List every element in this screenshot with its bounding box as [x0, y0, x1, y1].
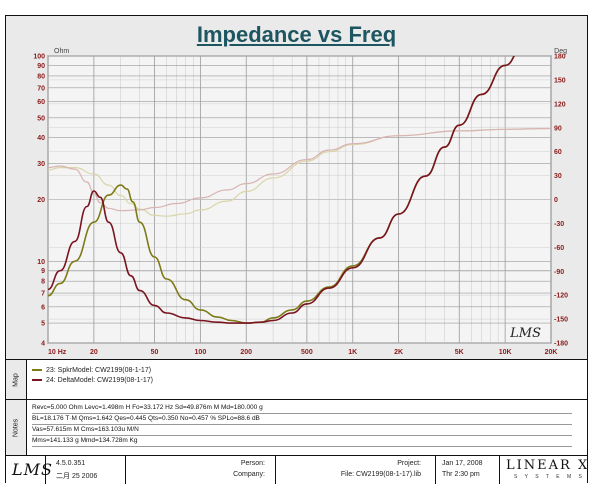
- file-text: File: CW2199(08-1-17).lib: [340, 471, 421, 478]
- x-tick-label: 10 Hz: [48, 349, 67, 356]
- x-tick-label: 200: [240, 349, 252, 356]
- legend-label: 24: DeltaModel: CW2199(08-1-17): [46, 377, 153, 384]
- project-label: Project:: [397, 460, 421, 467]
- y-tick-label-right: -60: [554, 245, 564, 252]
- legend-label: 23: SpkrModel: CW2199(08-1-17): [46, 367, 152, 374]
- map-panel: Map 23: SpkrModel: CW2199(08-1-17) 24: D…: [6, 359, 587, 399]
- y-tick-label-right: 30: [554, 173, 562, 180]
- linearx-logo: LINEAR X: [506, 458, 590, 473]
- y-tick-label-left: 90: [37, 63, 45, 70]
- x-tick-label: 500: [301, 349, 313, 356]
- date-text: Jan 17, 2008: [442, 460, 483, 467]
- y-tick-label-left: 60: [37, 99, 45, 106]
- note-rule: [32, 435, 572, 436]
- y-tick-label-left: 50: [37, 115, 45, 122]
- note-line: Mms=141.133 g Mmd=134.728m Kg: [32, 437, 138, 444]
- version-date: 二月 25 2006: [56, 473, 98, 480]
- lms-logo: LMS: [12, 460, 53, 479]
- linearx-sub: S Y S T E M S: [514, 474, 585, 480]
- legend-item-deltamodel: 24: DeltaModel: CW2199(08-1-17): [32, 377, 153, 384]
- y-axis-label-right: Deg: [554, 48, 567, 55]
- y-tick-label-right: 150: [554, 77, 566, 84]
- y-tick-label-left: 4: [41, 341, 45, 348]
- note-line: Vas=57.615m M Cms=163.103u M/N: [32, 426, 139, 433]
- note-line: Revc=5.000 Ohm Levc=1.498m H Fo=33.172 H…: [32, 404, 263, 411]
- y-tick-label-left: 10: [37, 259, 45, 266]
- y-tick-label-left: 70: [37, 85, 45, 92]
- report-frame: 10 Hz 20 50 100 200 500 1K 2K 5K 10K 20K 4 5 6 7 8 9 10 20…: [5, 15, 588, 484]
- company-label: Company:: [233, 471, 265, 478]
- footer-project-cell: Project: File: CW2199(08-1-17).lib: [276, 456, 436, 484]
- y-tick-label-right: -150: [554, 317, 568, 324]
- x-tick-label: 100: [195, 349, 207, 356]
- y-tick-label-right: -120: [554, 293, 568, 300]
- y-tick-label-left: 9: [41, 268, 45, 275]
- map-label: Map: [6, 360, 27, 399]
- y-tick-label-left: 20: [37, 197, 45, 204]
- y-tick-label-left: 7: [41, 291, 45, 298]
- version-text: 4.5.0.351: [56, 460, 86, 467]
- lms-watermark: LMS: [509, 326, 541, 341]
- chart-area: 10 Hz 20 50 100 200 500 1K 2K 5K 10K 20K 4 5 6 7 8 9 10 20…: [6, 16, 587, 359]
- y-tick-label-right: -90: [554, 269, 564, 276]
- legend-item-spkrmodel: 23: SpkrModel: CW2199(08-1-17): [32, 367, 151, 374]
- y-tick-label-left: 30: [37, 161, 45, 168]
- x-tick-label: 10K: [499, 349, 512, 356]
- note-line: BL=18.176 T·M Qms=1.642 Qes=0.445 Qts=0.…: [32, 415, 260, 422]
- y-tick-label-right: -30: [554, 221, 564, 228]
- note-rule: [32, 446, 572, 447]
- y-tick-label-left: 80: [37, 73, 45, 80]
- x-tick-label: 2K: [394, 349, 403, 356]
- legend-swatch-deltamodel: [32, 379, 42, 382]
- y-tick-label-right: 120: [554, 101, 566, 108]
- footer-logo-cell: LMS: [6, 456, 52, 484]
- y-tick-label-left: 8: [41, 279, 45, 286]
- y-tick-label-right: -180: [554, 341, 568, 348]
- note-rule: [32, 413, 572, 414]
- person-label: Person:: [240, 460, 265, 467]
- x-tick-label: 20K: [545, 349, 558, 356]
- y-tick-label-right: 180: [554, 54, 566, 61]
- y-tick-label-left: 100: [33, 54, 45, 61]
- chart-title: Impedance vs Freq: [196, 22, 397, 47]
- phase-curve: [48, 127, 551, 212]
- y-tick-label-right: 0: [554, 197, 558, 204]
- y-axis-label-left: Ohm: [54, 48, 69, 55]
- notes-panel: Notes Revc=5.000 Ohm Levc=1.498m H Fo=33…: [6, 399, 587, 455]
- x-tick-label: 20: [90, 349, 98, 356]
- impedance-chart: 10 Hz 20 50 100 200 500 1K 2K 5K 10K 20K4567891020…: [33, 48, 568, 356]
- footer-version-cell: 4.5.0.351 二月 25 2006: [46, 456, 126, 484]
- note-rule: [32, 424, 572, 425]
- footer-brand-cell: LINEAR X S Y S T E M S: [500, 456, 587, 484]
- x-tick-label: 50: [151, 349, 159, 356]
- y-tick-label-right: 60: [554, 149, 562, 156]
- footer: LMS 4.5.0.351 二月 25 2006 Person: Company…: [6, 455, 587, 484]
- legend-swatch-spkrmodel: [32, 369, 42, 372]
- impedance-curve: [48, 56, 515, 324]
- x-tick-label: 5K: [455, 349, 464, 356]
- time-text: Thr 2:30 pm: [442, 471, 480, 478]
- y-tick-label-left: 40: [37, 135, 45, 142]
- y-tick-label-left: 6: [41, 304, 45, 311]
- footer-person-cell: Person: Company:: [126, 456, 276, 484]
- x-tick-label: 1K: [348, 349, 357, 356]
- y-tick-label-left: 5: [41, 321, 45, 328]
- footer-date-cell: Jan 17, 2008 Thr 2:30 pm: [436, 456, 500, 484]
- y-tick-label-right: 90: [554, 125, 562, 132]
- notes-label: Notes: [6, 400, 27, 455]
